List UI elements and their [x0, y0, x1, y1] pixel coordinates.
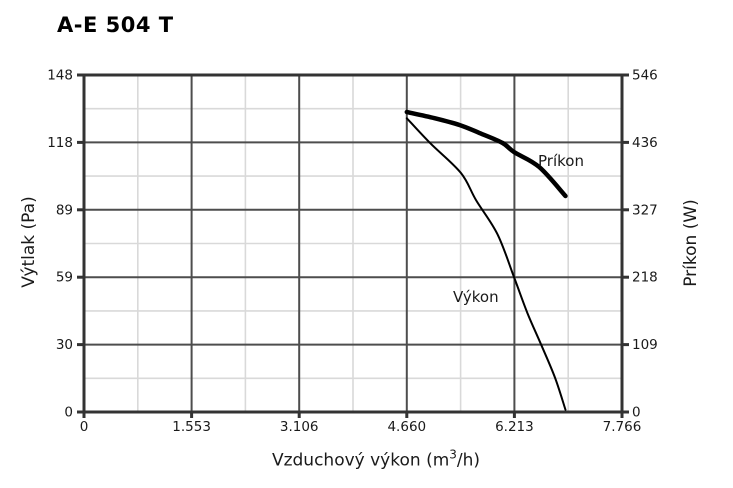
plot-frame	[82, 73, 624, 414]
y-right-tick-label: 436	[632, 135, 658, 151]
x-tick-label: 7.766	[603, 419, 642, 435]
x-axis-label: Vzduchový výkon (m3/h)	[272, 448, 480, 471]
y-right-tick-label: 546	[632, 68, 658, 84]
prikon-curve	[404, 109, 568, 199]
x-axis-label-text: Vzduchový výkon (m	[271, 450, 450, 471]
y-left-tick-label: 0	[64, 405, 73, 421]
y-axis-left-label: Výtlak (Pa)	[19, 196, 39, 288]
y-left-tick-label: 148	[47, 68, 73, 84]
y-left-tick-label: 30	[56, 337, 73, 353]
chart-title: A-E 504 T	[57, 13, 174, 37]
x-tick-label: 1.553	[172, 419, 211, 435]
y-right-tick-label: 109	[632, 337, 658, 353]
y-left-tick-label: 118	[47, 135, 73, 151]
series-label-vykon: Výkon	[453, 288, 499, 306]
x-axis-label-superscript: 3	[449, 447, 457, 462]
x-tick-label: 3.106	[280, 419, 319, 435]
y-right-tick-label: 0	[632, 405, 641, 421]
vykon-curve	[405, 117, 567, 411]
series-label-prikon: Príkon	[538, 152, 584, 170]
x-tick-label: 6.213	[495, 419, 534, 435]
x-tick-label: 0	[80, 419, 89, 435]
y-right-tick-label: 327	[632, 202, 658, 218]
x-axis-label-unit: /h)	[456, 450, 481, 471]
y-right-tick-label: 218	[632, 270, 658, 286]
y-left-tick-label: 59	[56, 270, 73, 286]
y-left-tick-label: 89	[56, 202, 73, 218]
y-axis-right-label: Príkon (W)	[681, 199, 701, 287]
x-tick-label: 4.660	[387, 419, 426, 435]
